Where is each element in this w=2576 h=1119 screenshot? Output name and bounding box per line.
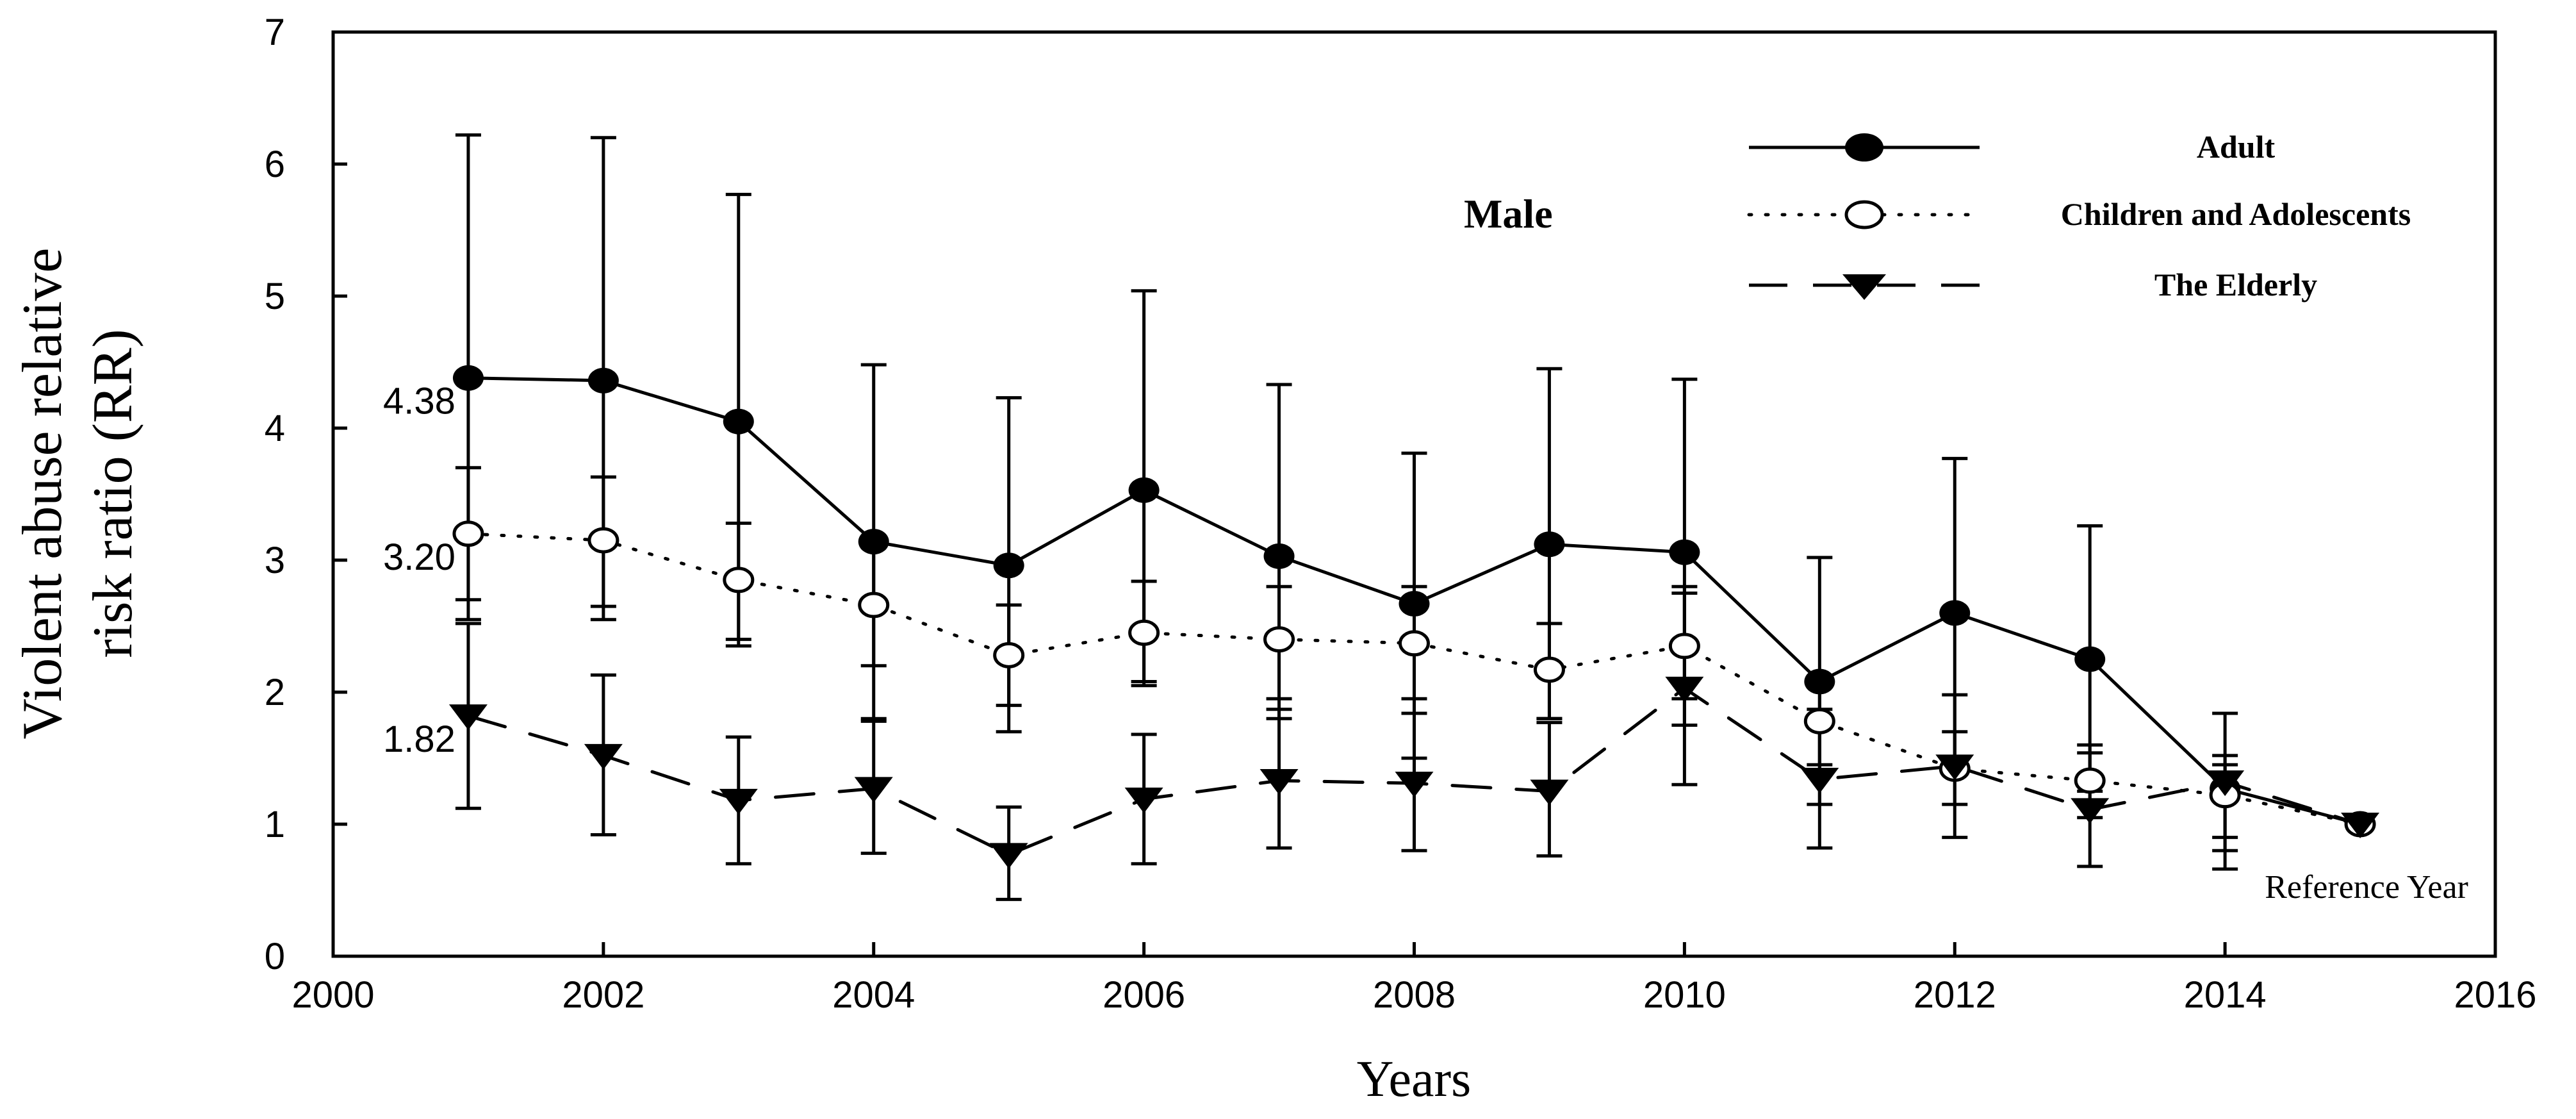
legend: Adult Children and Adolescents The Elder… (1747, 129, 2411, 303)
x-tick-label: 2006 (1103, 974, 1185, 1016)
legend-marker-children (1844, 200, 1884, 229)
point-children (993, 642, 1025, 668)
point-elderly (584, 743, 623, 770)
point-children (1668, 633, 1700, 659)
data-label-children: 3.20 (383, 536, 455, 578)
point-adult (1263, 543, 1295, 569)
y-tick-label: 3 (265, 540, 285, 581)
point-elderly (2206, 770, 2245, 797)
point-children (587, 527, 619, 554)
legend-marker-adult (1845, 133, 1883, 162)
point-children (858, 592, 890, 618)
y-tick-label: 0 (265, 936, 285, 977)
point-elderly (2341, 813, 2380, 838)
point-elderly (1259, 769, 1299, 795)
data-label-elderly: 1.82 (383, 718, 455, 760)
y-axis-title-line-1: Violent abuse relative (12, 248, 74, 740)
point-adult (1534, 531, 1565, 558)
data-label-adult: 4.38 (383, 381, 455, 422)
legend-label-children: Children and Adolescents (2061, 196, 2411, 232)
point-elderly (2071, 798, 2110, 824)
point-elderly (854, 777, 893, 803)
point-elderly (1395, 772, 1434, 798)
legend-label-elderly: The Elderly (2154, 267, 2317, 303)
point-adult (1939, 600, 1971, 626)
y-tick-label: 1 (265, 804, 285, 845)
point-elderly (719, 788, 758, 815)
point-children (1533, 656, 1565, 683)
y-tick-label: 4 (265, 408, 285, 449)
point-elderly (448, 704, 488, 731)
panel-label-male: Male (1464, 191, 1553, 236)
x-tick-label: 2016 (2454, 974, 2536, 1016)
x-tick-label: 2004 (832, 974, 915, 1016)
x-axis-title: Years (1357, 1051, 1472, 1107)
point-adult (2074, 646, 2106, 672)
point-elderly (989, 843, 1028, 869)
y-tick-label: 5 (265, 276, 285, 317)
x-tick-label: 2012 (1914, 974, 1996, 1016)
point-children (1128, 619, 1160, 646)
point-adult (452, 365, 484, 391)
x-tick-label: 2002 (562, 974, 644, 1016)
point-children (1263, 626, 1295, 653)
point-elderly (1665, 676, 1704, 702)
point-elderly (1530, 779, 1569, 806)
y-tick-label: 2 (265, 672, 285, 713)
point-children (2074, 767, 2106, 794)
point-adult (1399, 590, 1430, 617)
point-children (723, 567, 755, 593)
y-tick-label: 7 (265, 12, 285, 53)
point-elderly (1124, 787, 1163, 813)
point-children (1803, 708, 1835, 734)
point-children (1399, 630, 1430, 657)
point-adult (993, 552, 1024, 579)
point-adult (1128, 477, 1160, 503)
point-elderly (1800, 767, 1839, 793)
point-adult (1669, 539, 1700, 565)
point-adult (1804, 668, 1835, 695)
legend-label-adult: Adult (2197, 129, 2276, 165)
point-elderly (1935, 754, 1974, 781)
x-tick-label: 2000 (291, 974, 374, 1016)
point-adult (587, 367, 619, 394)
y-tick-label: 6 (265, 144, 285, 185)
x-tick-label: 2008 (1373, 974, 1456, 1016)
reference-year-annotation: Reference Year (2265, 869, 2468, 906)
point-adult (858, 529, 889, 555)
y-axis-title-line-2: risk ratio (RR) (82, 329, 144, 658)
point-adult (723, 408, 754, 435)
legend-marker-elderly (1842, 274, 1886, 300)
point-children (452, 520, 484, 547)
x-tick-label: 2014 (2184, 974, 2267, 1016)
x-tick-label: 2010 (1643, 974, 1726, 1016)
